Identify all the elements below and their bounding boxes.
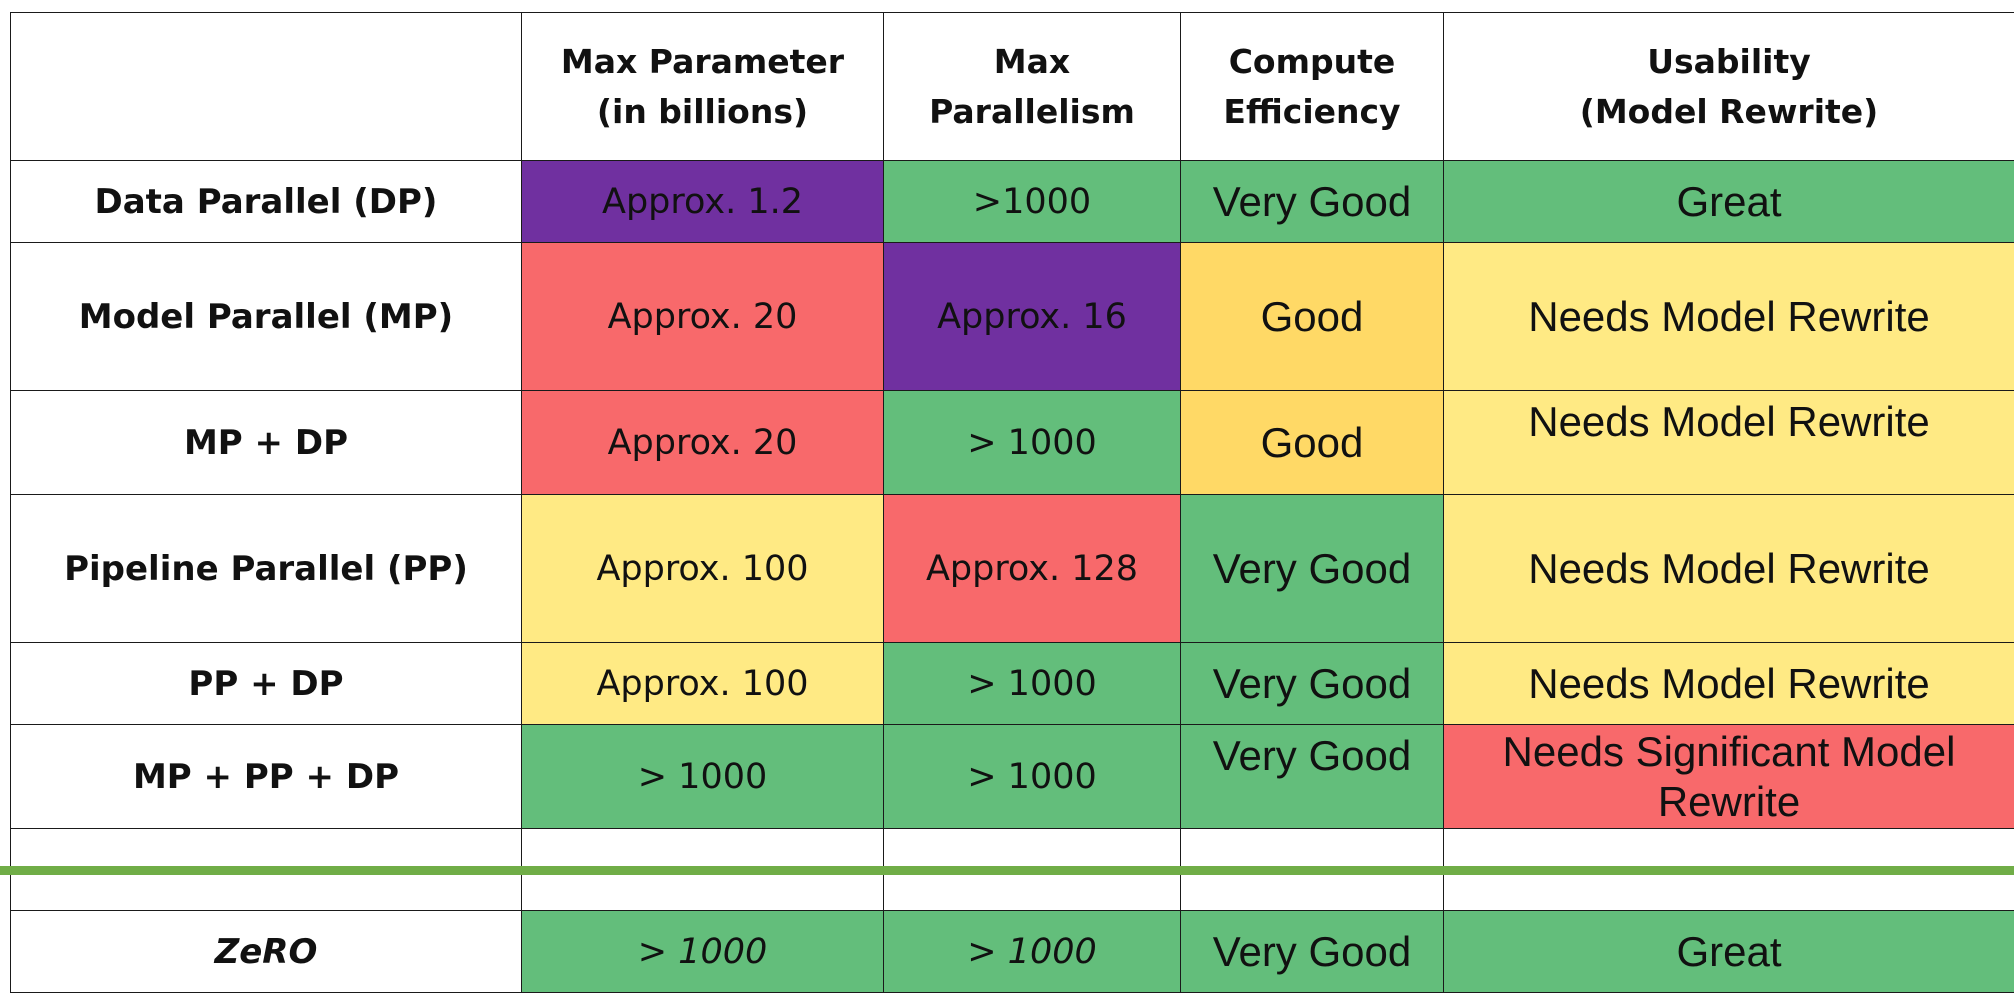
header-usability: Usability (Model Rewrite)	[1443, 12, 2014, 161]
blank-cell	[521, 828, 884, 870]
cell-mp-max-parallelism: Approx. 16	[883, 242, 1181, 391]
cell-pp-compute-efficiency: Very Good	[1180, 494, 1444, 643]
table-row-pp-dp: PP + DP Approx. 100 > 1000 Very Good Nee…	[10, 642, 2014, 725]
cell-mp-dp-usability: Needs Model Rewrite	[1443, 390, 2014, 495]
header-compute-efficiency-line2: Efficiency	[1223, 91, 1401, 131]
cell-pp-dp-max-parallelism: > 1000	[883, 642, 1181, 725]
row-label-zero: ZeRO	[10, 910, 522, 993]
blank-cell	[883, 828, 1181, 870]
cell-pp-max-parallelism: Approx. 128	[883, 494, 1181, 643]
table-row-blank-2	[10, 869, 2014, 911]
cell-pp-dp-usability: Needs Model Rewrite	[1443, 642, 2014, 725]
blank-cell	[1180, 828, 1444, 870]
header-compute-efficiency: Compute Efficiency	[1180, 12, 1444, 161]
header-max-parameter-line2: (in billions)	[596, 91, 809, 131]
cell-mp-max-parameter: Approx. 20	[521, 242, 884, 391]
cell-pp-dp-max-parameter: Approx. 100	[521, 642, 884, 725]
blank-cell	[10, 869, 522, 911]
cell-mp-pp-dp-max-parallelism: > 1000	[883, 724, 1181, 829]
header-max-parameter: Max Parameter (in billions)	[521, 12, 884, 161]
cell-pp-dp-compute-efficiency: Very Good	[1180, 642, 1444, 725]
cell-zero-max-parameter: > 1000	[521, 910, 884, 993]
zero-divider-line	[0, 866, 2014, 875]
cell-mp-dp-max-parameter: Approx. 20	[521, 390, 884, 495]
row-label-mp-dp: MP + DP	[10, 390, 522, 495]
row-label-pp-dp: PP + DP	[10, 642, 522, 725]
blank-cell	[1443, 828, 2014, 870]
cell-pp-max-parameter: Approx. 100	[521, 494, 884, 643]
row-label-dp: Data Parallel (DP)	[10, 160, 522, 243]
table-row-dp: Data Parallel (DP) Approx. 1.2 >1000 Ver…	[10, 160, 2014, 243]
cell-pp-usability: Needs Model Rewrite	[1443, 494, 2014, 643]
comparison-table-wrapper: Max Parameter (in billions) Max Parallel…	[10, 12, 2014, 993]
parallelism-comparison-table: Max Parameter (in billions) Max Parallel…	[10, 12, 2014, 993]
row-label-pp: Pipeline Parallel (PP)	[10, 494, 522, 643]
blank-cell	[883, 869, 1181, 911]
header-max-parallelism: Max Parallelism	[883, 12, 1181, 161]
cell-mp-usability: Needs Model Rewrite	[1443, 242, 2014, 391]
cell-dp-max-parameter: Approx. 1.2	[521, 160, 884, 243]
row-label-mp: Model Parallel (MP)	[10, 242, 522, 391]
cell-mp-pp-dp-max-parameter: > 1000	[521, 724, 884, 829]
cell-mp-pp-dp-compute-efficiency: Very Good	[1180, 724, 1444, 829]
header-usability-line2: (Model Rewrite)	[1579, 91, 1879, 131]
blank-cell	[1443, 869, 2014, 911]
table-row-mp: Model Parallel (MP) Approx. 20 Approx. 1…	[10, 242, 2014, 391]
table-row-zero: ZeRO > 1000 > 1000 Very Good Great	[10, 910, 2014, 993]
cell-dp-max-parallelism: >1000	[883, 160, 1181, 243]
header-corner	[10, 12, 522, 161]
cell-mp-dp-max-parallelism: > 1000	[883, 390, 1181, 495]
cell-zero-compute-efficiency: Very Good	[1180, 910, 1444, 993]
header-max-parameter-line1: Max Parameter	[560, 41, 845, 81]
table-row-mp-dp: MP + DP Approx. 20 > 1000 Good Needs Mod…	[10, 390, 2014, 495]
header-compute-efficiency-line1: Compute	[1228, 41, 1396, 81]
cell-mp-dp-compute-efficiency: Good	[1180, 390, 1444, 495]
header-row: Max Parameter (in billions) Max Parallel…	[10, 12, 2014, 161]
blank-cell	[10, 828, 522, 870]
table-row-pp: Pipeline Parallel (PP) Approx. 100 Appro…	[10, 494, 2014, 643]
cell-zero-max-parallelism: > 1000	[883, 910, 1181, 993]
cell-dp-usability: Great	[1443, 160, 2014, 243]
cell-zero-usability: Great	[1443, 910, 2014, 993]
cell-mp-compute-efficiency: Good	[1180, 242, 1444, 391]
header-usability-line1: Usability	[1647, 41, 1811, 81]
table-row-blank-1	[10, 828, 2014, 870]
blank-cell	[1180, 869, 1444, 911]
cell-mp-pp-dp-usability: Needs Significant Model Rewrite	[1443, 724, 2014, 829]
row-label-mp-pp-dp: MP + PP + DP	[10, 724, 522, 829]
header-max-parallelism-line1: Max Parallelism	[929, 41, 1135, 131]
cell-dp-compute-efficiency: Very Good	[1180, 160, 1444, 243]
blank-cell	[521, 869, 884, 911]
table-row-mp-pp-dp: MP + PP + DP > 1000 > 1000 Very Good Nee…	[10, 724, 2014, 829]
